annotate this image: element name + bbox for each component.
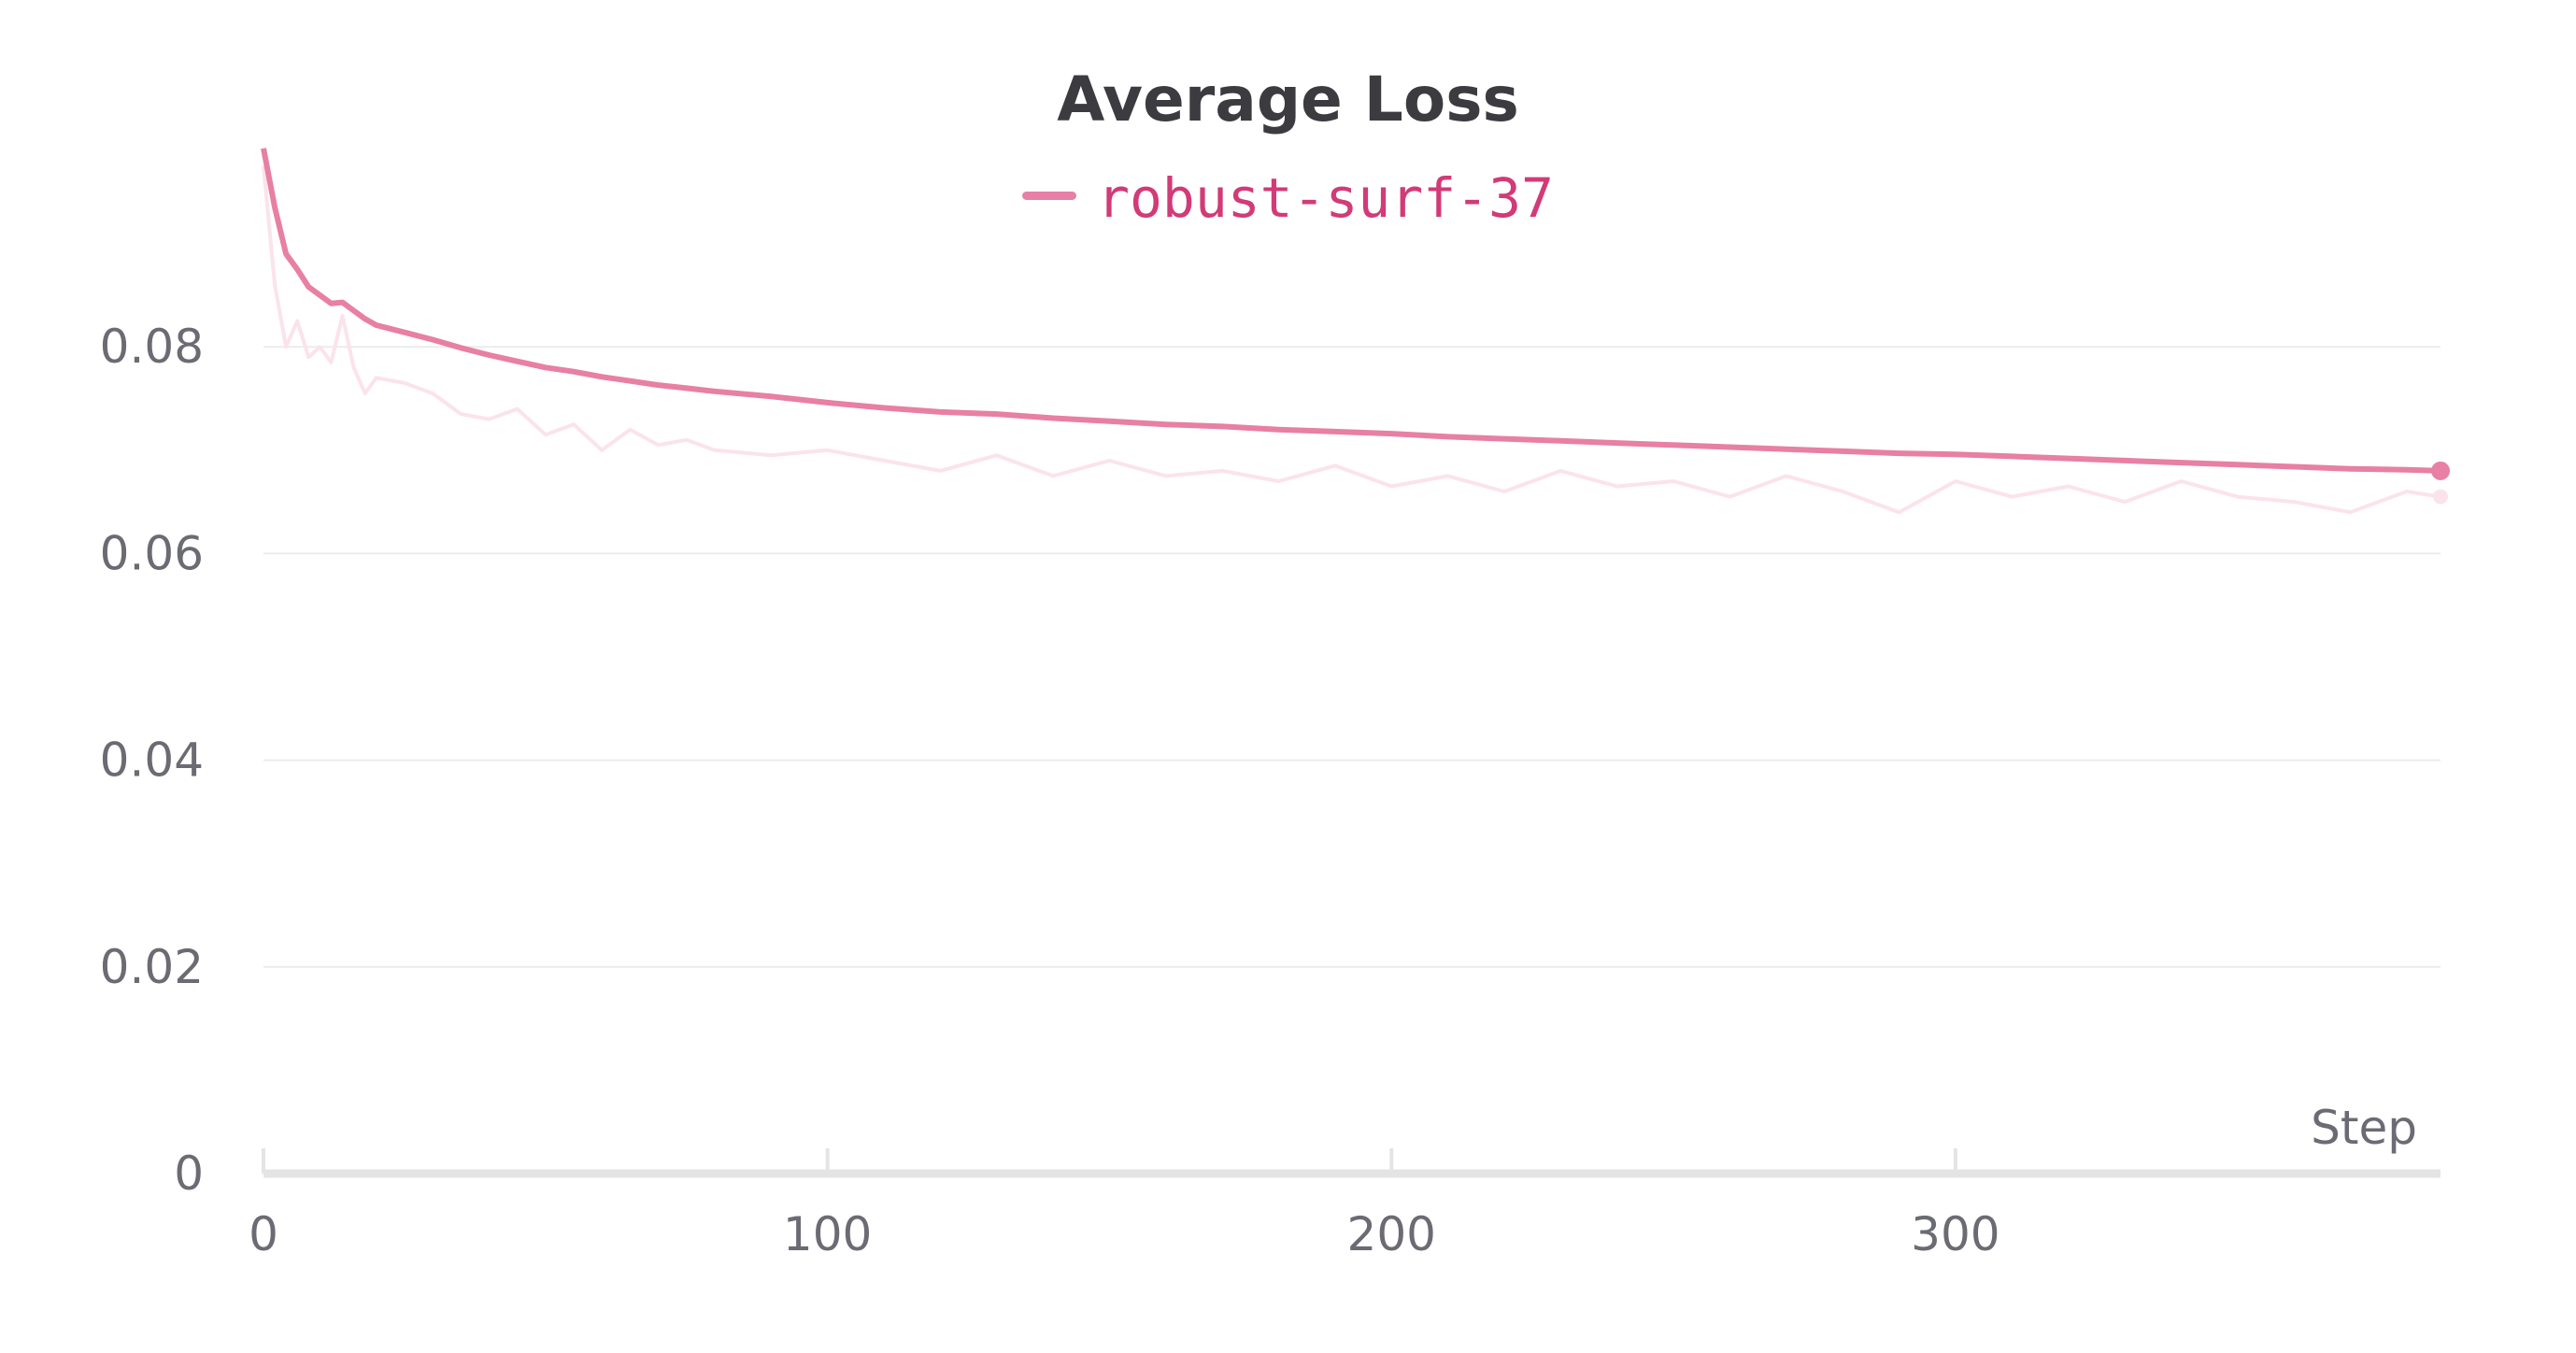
x-axis-title: Step (2311, 1101, 2417, 1155)
y-tick-label: 0.04 (100, 733, 204, 788)
legend-swatch (1022, 192, 1077, 201)
x-tick-label: 300 (1911, 1207, 2000, 1261)
legend: robust-surf-37 (0, 166, 2576, 230)
y-tick-label: 0.02 (100, 940, 204, 994)
series-layer (261, 148, 2450, 515)
y-tick-label: 0 (174, 1146, 204, 1201)
x-tick-label: 200 (1347, 1207, 1436, 1261)
y-tick-label: 0.08 (100, 320, 204, 374)
legend-label: robust-surf-37 (1097, 166, 1554, 230)
x-tick-label: 0 (249, 1207, 278, 1261)
series-raw-end-point (2433, 489, 2448, 505)
axes (262, 1148, 2441, 1178)
y-tick-label: 0.06 (100, 526, 204, 580)
x-tick-label: 100 (783, 1207, 872, 1261)
chart-title: Average Loss (1057, 64, 1519, 135)
tick-labels: 0 0.02 0.04 0.06 0.08 0 100 200 300 Step (100, 320, 2417, 1261)
series-end-point (2431, 461, 2450, 480)
gridlines (263, 346, 2441, 968)
series-smoothed-line (261, 148, 2441, 474)
series-raw-line (262, 165, 2441, 515)
